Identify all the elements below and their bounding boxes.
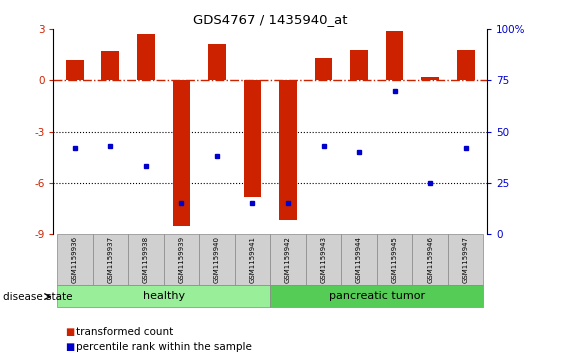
Text: GSM1159939: GSM1159939 bbox=[178, 236, 185, 283]
Bar bbox=[235, 234, 270, 285]
Text: GSM1159942: GSM1159942 bbox=[285, 236, 291, 282]
Bar bbox=[341, 234, 377, 285]
Text: healthy: healthy bbox=[142, 291, 185, 301]
Bar bbox=[315, 58, 332, 80]
Bar bbox=[164, 234, 199, 285]
Bar bbox=[412, 234, 448, 285]
Text: disease state: disease state bbox=[3, 291, 72, 302]
Text: percentile rank within the sample: percentile rank within the sample bbox=[76, 342, 252, 352]
Text: pancreatic tumor: pancreatic tumor bbox=[329, 291, 425, 301]
Text: GSM1159944: GSM1159944 bbox=[356, 236, 362, 282]
Bar bbox=[270, 285, 484, 307]
Bar bbox=[386, 31, 404, 80]
Text: GSM1159941: GSM1159941 bbox=[249, 236, 256, 283]
Bar bbox=[421, 77, 439, 80]
Bar bbox=[137, 34, 155, 80]
Bar bbox=[57, 234, 92, 285]
Text: GSM1159946: GSM1159946 bbox=[427, 236, 433, 283]
Bar bbox=[279, 80, 297, 220]
Bar bbox=[244, 80, 261, 196]
Text: GSM1159936: GSM1159936 bbox=[72, 236, 78, 283]
Text: ■: ■ bbox=[65, 327, 74, 337]
Text: GSM1159945: GSM1159945 bbox=[392, 236, 397, 282]
Bar bbox=[350, 49, 368, 80]
Text: GSM1159937: GSM1159937 bbox=[108, 236, 113, 283]
Bar bbox=[199, 234, 235, 285]
Bar bbox=[57, 285, 270, 307]
Bar bbox=[128, 234, 164, 285]
Bar bbox=[306, 234, 341, 285]
Bar bbox=[457, 49, 475, 80]
Bar bbox=[377, 234, 412, 285]
Bar bbox=[448, 234, 484, 285]
Bar bbox=[92, 234, 128, 285]
Text: transformed count: transformed count bbox=[76, 327, 173, 337]
Bar bbox=[172, 80, 190, 225]
Bar bbox=[208, 44, 226, 80]
Text: GSM1159940: GSM1159940 bbox=[214, 236, 220, 283]
Bar bbox=[270, 234, 306, 285]
Text: ■: ■ bbox=[65, 342, 74, 352]
Text: GSM1159947: GSM1159947 bbox=[463, 236, 468, 283]
Bar bbox=[101, 51, 119, 80]
Text: GSM1159938: GSM1159938 bbox=[143, 236, 149, 283]
Bar bbox=[66, 60, 84, 80]
Text: GDS4767 / 1435940_at: GDS4767 / 1435940_at bbox=[193, 13, 347, 26]
Text: GSM1159943: GSM1159943 bbox=[320, 236, 327, 283]
